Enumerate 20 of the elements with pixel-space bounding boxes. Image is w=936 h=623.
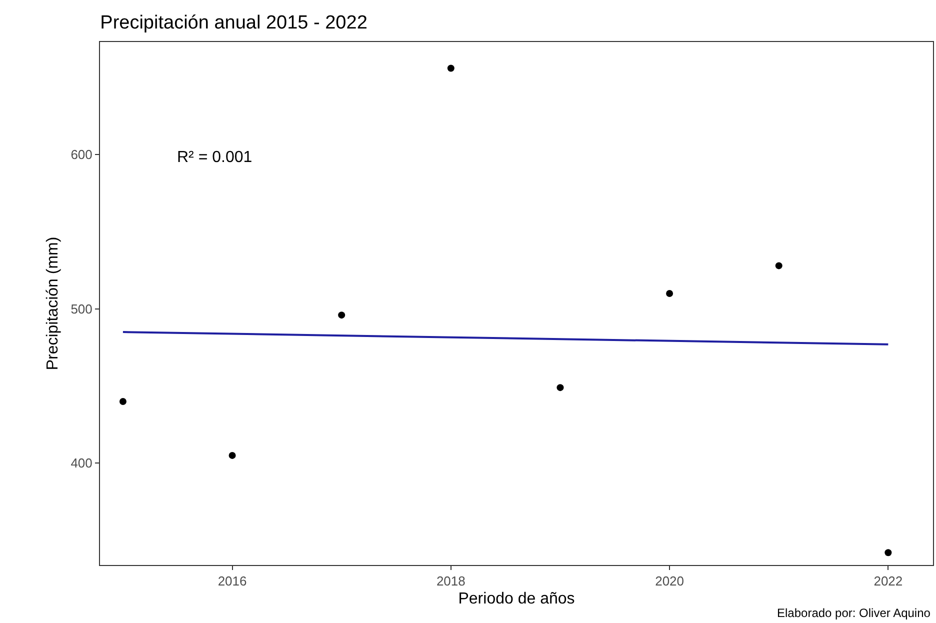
point [447,64,454,72]
x-axis-title: Periodo de años [458,590,575,608]
x-tick-label: 2022 [874,574,903,589]
y-axis-title: Precipitación (mm) [44,236,62,370]
annotation: R² = 0.001 [177,149,252,166]
y-tick-label: 600 [70,147,92,162]
x-tick-label: 2016 [218,574,247,589]
x-tick-label: 2020 [655,574,684,589]
point [228,452,236,459]
y-tick-label: 500 [70,301,92,316]
x-tick-label: 2018 [436,574,466,589]
point [119,398,126,405]
y-tick-label: 400 [70,456,92,471]
point [556,384,564,392]
point [884,549,892,556]
text: Elaborado por: Oliver Aquino [777,606,931,620]
point [666,290,674,297]
chart-title: Precipitación anual 2015 - 2022 [100,12,368,34]
point [338,312,346,319]
point [775,262,782,270]
